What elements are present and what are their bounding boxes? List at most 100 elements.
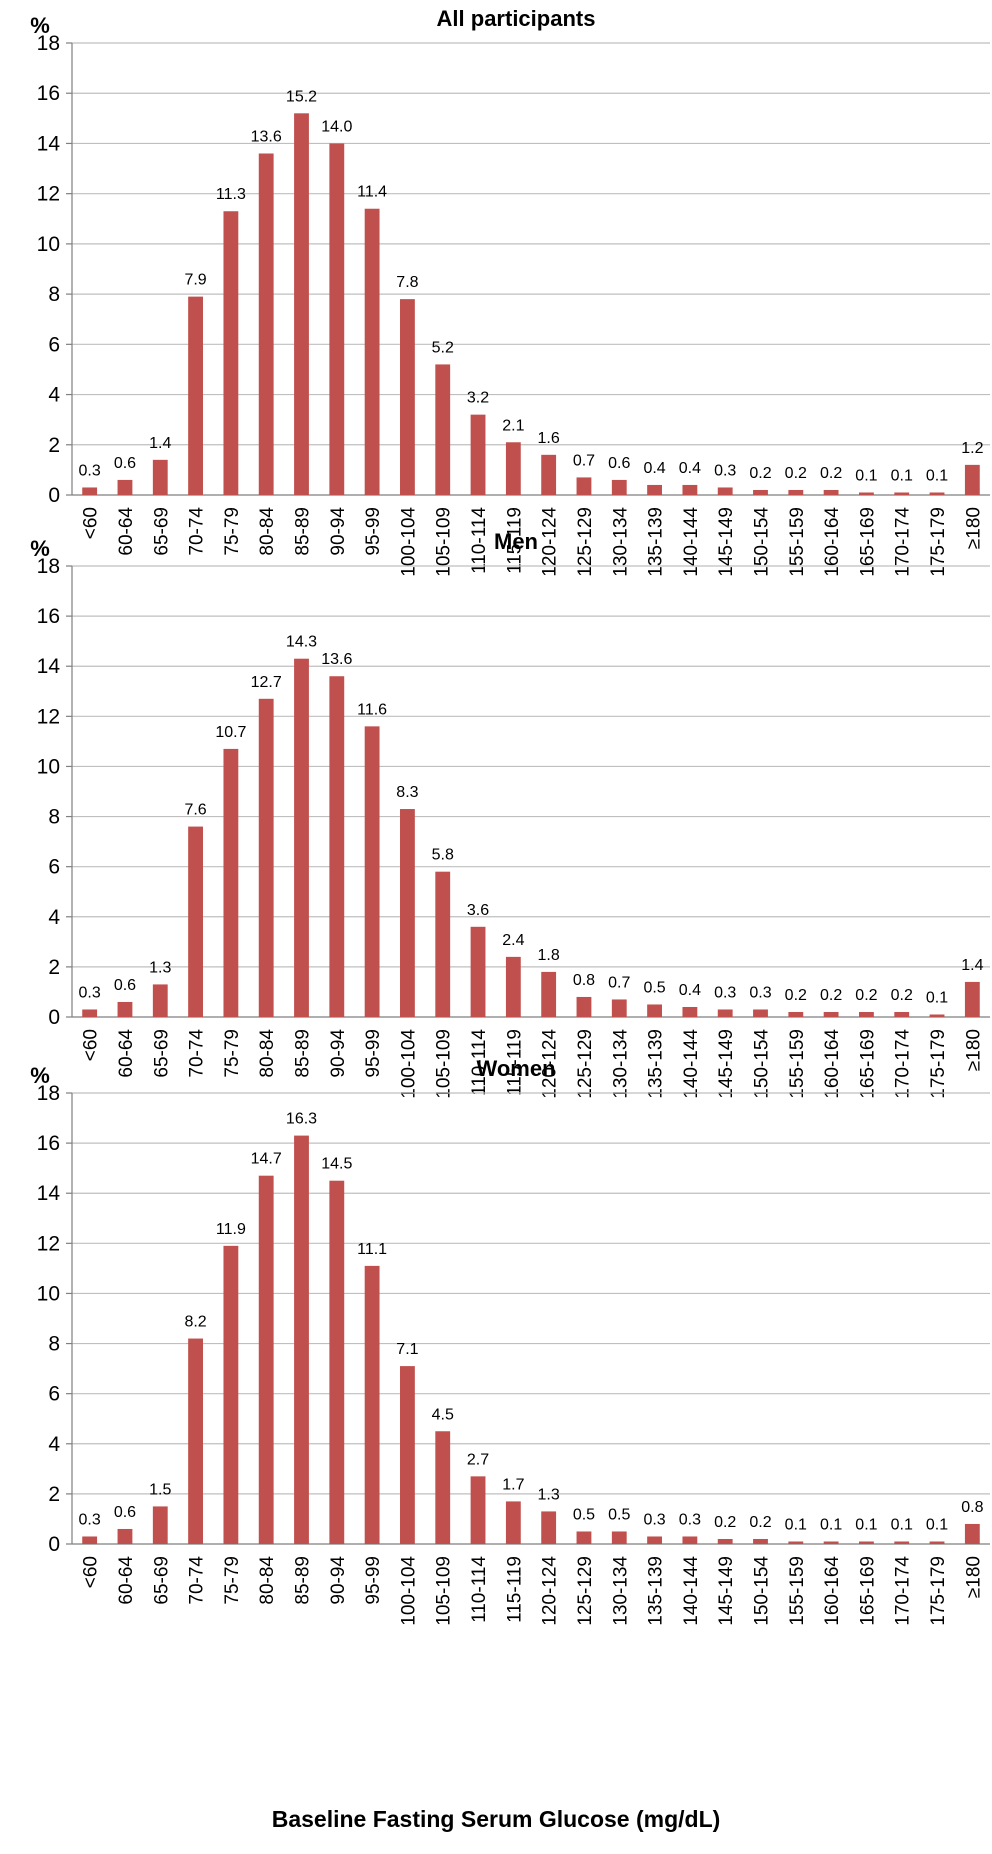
- category-label: 75-79: [222, 1556, 243, 1605]
- bar-130-134: [611, 1531, 627, 1544]
- data-label: 13.6: [251, 128, 282, 145]
- category-label: 60-64: [116, 1029, 137, 1078]
- bar-100-104: [400, 299, 415, 495]
- data-label: 7.1: [396, 1341, 418, 1358]
- data-label: 0.1: [785, 1516, 807, 1533]
- data-label: 1.3: [538, 1486, 560, 1503]
- bar-65-69: [152, 1506, 168, 1544]
- category-label: 160-164: [822, 1556, 843, 1626]
- category-label: 105-109: [434, 1029, 455, 1099]
- y-axis-label: %: [30, 1063, 50, 1088]
- bar-170-174: [894, 492, 910, 495]
- category-label: 125-129: [575, 1556, 596, 1626]
- category-label: 95-99: [363, 507, 384, 556]
- data-label: 0.4: [643, 460, 665, 477]
- data-label: 0.2: [714, 1514, 736, 1531]
- bar-125-129: [576, 1531, 592, 1544]
- category-label: 105-109: [434, 507, 455, 577]
- data-label: 1.4: [961, 957, 983, 974]
- bar-125-129: [576, 477, 592, 495]
- category-label: 110-114: [469, 507, 490, 574]
- category-label: 90-94: [328, 1029, 349, 1078]
- bar-≥180: [964, 1523, 980, 1544]
- bar-145-149: [717, 1009, 733, 1017]
- bar-105-109: [435, 871, 451, 1017]
- data-label: 0.3: [79, 984, 101, 1001]
- bar-65-69: [152, 459, 168, 495]
- category-label: 100-104: [398, 1029, 419, 1099]
- y-tick-label: 8: [48, 1333, 60, 1356]
- category-label: 80-84: [257, 1556, 278, 1605]
- category-label: 170-174: [893, 1029, 914, 1099]
- bar-80-84: [258, 153, 274, 495]
- bar-110-114: [470, 926, 486, 1017]
- data-label: 0.1: [926, 467, 948, 484]
- bar-175-179: [929, 492, 945, 495]
- bar-60-64: [117, 1528, 133, 1544]
- bar-135-139: [647, 484, 662, 495]
- bar-80-84: [258, 698, 274, 1017]
- y-tick-label: 0: [48, 1006, 60, 1029]
- bar-90-94: [329, 1180, 345, 1544]
- bar-70-74: [188, 1338, 203, 1544]
- bar-75-79: [223, 748, 239, 1017]
- data-label: 7.6: [184, 802, 206, 819]
- category-label: 65-69: [151, 1029, 172, 1078]
- data-label: 5.2: [432, 339, 454, 356]
- category-label: <60: [81, 507, 102, 539]
- data-label: 1.8: [538, 947, 560, 964]
- category-label: 175-179: [928, 507, 949, 577]
- y-tick-label: 14: [37, 655, 61, 678]
- bar-80-84: [258, 1175, 274, 1544]
- data-label: 12.7: [251, 674, 282, 691]
- bar-150-154: [753, 1009, 768, 1017]
- data-label: 10.7: [215, 724, 246, 741]
- bar-≥180: [964, 981, 980, 1017]
- bar-105-109: [435, 1431, 451, 1544]
- category-label: 65-69: [151, 507, 172, 556]
- y-tick-label: 18: [37, 555, 60, 578]
- y-tick-label: 16: [37, 1132, 60, 1155]
- bar-155-159: [788, 489, 804, 495]
- y-tick-label: 16: [37, 605, 60, 628]
- data-label: 8.2: [184, 1314, 206, 1331]
- bar-160-164: [823, 1541, 839, 1544]
- category-label: 95-99: [363, 1556, 384, 1605]
- category-label: 120-124: [540, 507, 561, 577]
- category-label: 115-119: [504, 1556, 525, 1623]
- data-label: 0.3: [79, 462, 101, 479]
- y-axis-label: %: [30, 13, 50, 38]
- bar-≥180: [964, 464, 980, 495]
- category-label: ≥180: [963, 507, 984, 549]
- data-label: 11.9: [216, 1221, 246, 1238]
- category-label: 170-174: [893, 1556, 914, 1626]
- bar-<60: [82, 1536, 98, 1544]
- category-label: 120-124: [540, 1029, 561, 1099]
- bar-110-114: [470, 414, 486, 495]
- bar-160-164: [823, 1011, 839, 1017]
- category-label: 70-74: [187, 1556, 208, 1605]
- category-label: 110-114: [469, 1029, 490, 1096]
- y-tick-label: 6: [48, 1383, 60, 1406]
- category-label: 145-149: [716, 1029, 737, 1099]
- y-tick-label: 8: [48, 283, 60, 306]
- data-label: 0.2: [785, 987, 807, 1004]
- category-label: ≥180: [963, 1029, 984, 1071]
- y-tick-label: 4: [48, 906, 60, 929]
- data-label: 0.8: [961, 1499, 983, 1516]
- bar-165-169: [859, 492, 874, 495]
- bar-115-119: [505, 1501, 521, 1544]
- data-label: 0.2: [820, 465, 842, 482]
- category-label: 155-159: [787, 507, 808, 577]
- y-tick-label: 12: [37, 183, 60, 206]
- y-tick-label: 2: [48, 956, 60, 979]
- bar-60-64: [117, 1001, 133, 1017]
- data-label: 0.7: [573, 452, 595, 469]
- chart-panel-2: 0 2 4 6 8 10 12 14 16 18% Men 0.3 <60 0.6 60-64 1.3 65-6…: [30, 529, 990, 1099]
- category-label: 170-174: [893, 507, 914, 577]
- data-label: 1.4: [149, 435, 171, 452]
- bar-155-159: [788, 1011, 804, 1017]
- bar-95-99: [364, 1265, 380, 1544]
- chart-title: All participants: [437, 6, 596, 31]
